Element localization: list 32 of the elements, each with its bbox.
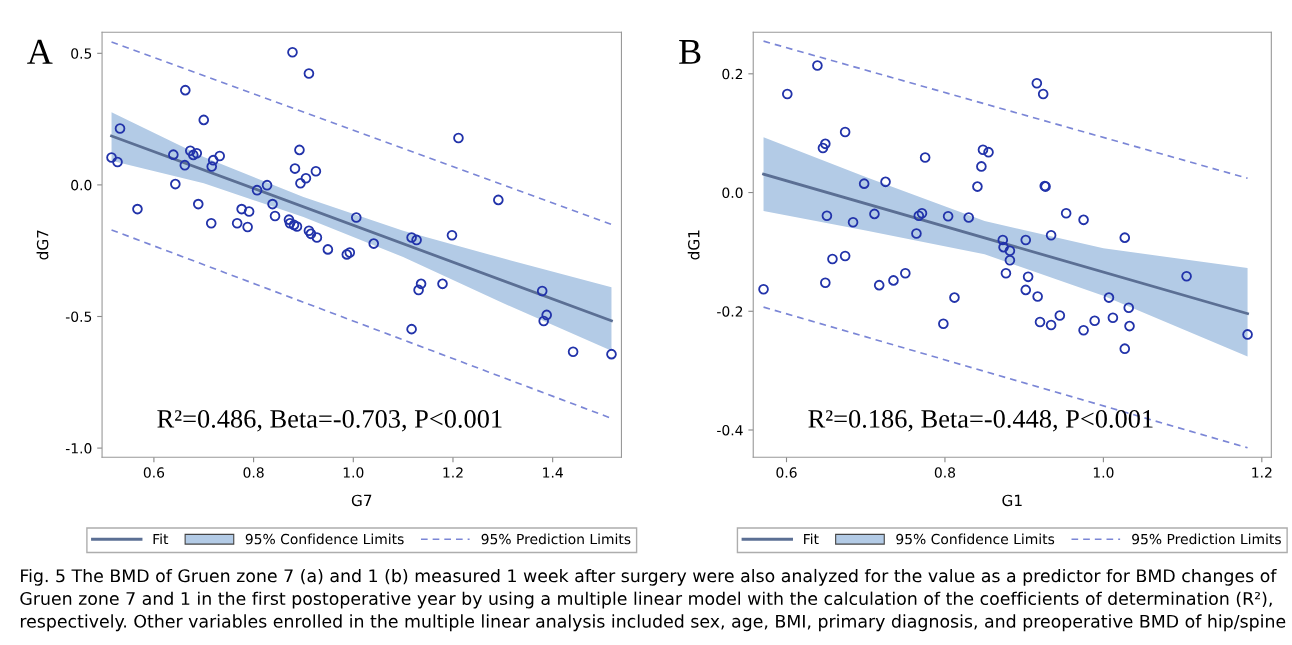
y-tick-label: -1.0: [65, 443, 92, 454]
caption: Fig. 5 The BMD of Gruen zone 7 (a) and 1 (b) measured 1 week after surgery were also analyzed for the value as a predictor for BMD changes of Gruen zone 7 and 1 in the first postoperative year by using a multiple linear model with the calculation of the coefficients of determination (R²), respectively. Other variables enrolled in the multiple linear analysis included sex, age, BMI, primary diagnosis, and preoperative BMD of hip/spine: [20, 568, 1286, 632]
x-tick-label: 1.0: [343, 467, 364, 478]
y-tick-label: -0.5: [65, 311, 92, 322]
legend-label: Fit: [153, 533, 169, 545]
x-tick-label: 0.6: [776, 467, 797, 478]
legend-label: 95% Prediction Limits: [481, 533, 631, 545]
x-tick-label: 1.4: [543, 467, 563, 478]
x-tick-label: 1.0: [1093, 467, 1114, 478]
x-axis-title: G7: [351, 494, 372, 507]
x-tick-label: 0.6: [143, 467, 165, 478]
legend-label: Fit: [804, 533, 819, 545]
legend-label: 95% Confidence Limits: [245, 533, 404, 545]
x-tick-label: 1.2: [443, 467, 463, 478]
y-tick-label: -0.2: [717, 306, 743, 317]
y-tick-label: 0.0: [71, 179, 92, 191]
legend-label: 95% Prediction Limits: [1132, 533, 1281, 545]
annotation: R²=0.486, Beta=-0.703, P<0.001: [157, 409, 502, 432]
legend-label: 95% Confidence Limits: [896, 533, 1055, 545]
y-axis-title: dG7: [36, 230, 49, 260]
x-tick-label: 0.8: [934, 467, 956, 478]
chart-title: A: [27, 39, 53, 64]
y-tick-label: 0.2: [722, 68, 743, 80]
x-axis-title: G1: [1002, 494, 1022, 507]
y-axis-title: dG1: [687, 230, 700, 260]
annotation: R²=0.186, Beta=-0.448, P<0.001: [808, 409, 1153, 432]
y-tick-label: 0.0: [722, 187, 743, 199]
chart-title: B: [679, 40, 701, 64]
x-tick-label: 1.2: [1252, 467, 1272, 478]
x-tick-label: 0.8: [243, 467, 264, 478]
y-tick-label: -0.4: [717, 424, 743, 436]
y-tick-label: 0.5: [71, 48, 92, 59]
